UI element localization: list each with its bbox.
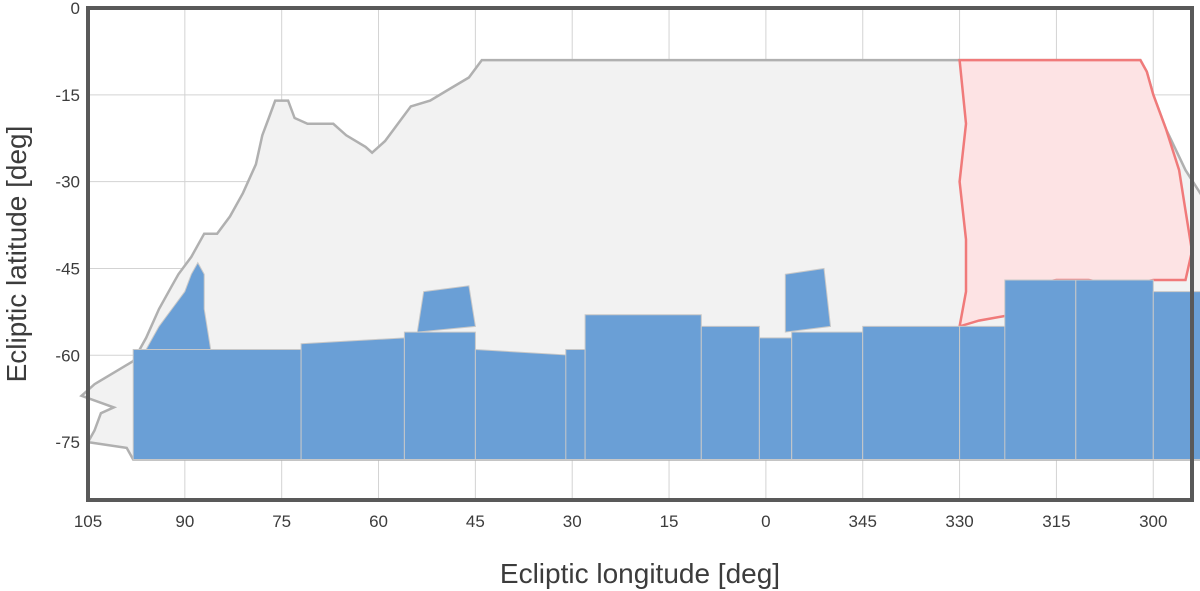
coverage-field (1004, 279, 1077, 460)
y-axis-title: Ecliptic latitude [deg] (1, 126, 32, 383)
y-tick-label: -60 (55, 346, 80, 365)
x-tick-label: 90 (175, 512, 194, 531)
coverage-field (791, 331, 864, 460)
y-tick-label: -15 (55, 86, 80, 105)
coverage-field (300, 337, 405, 460)
coverage-field (474, 348, 573, 460)
y-tick-label: -30 (55, 173, 80, 192)
x-tick-label: 300 (1139, 512, 1167, 531)
coverage-field (784, 267, 832, 333)
y-tick-label: -75 (55, 433, 80, 452)
coverage-field (1152, 291, 1200, 460)
x-tick-label: 345 (849, 512, 877, 531)
x-tick-label: 105 (74, 512, 102, 531)
coverage-field (1075, 279, 1154, 460)
x-tick-label: 315 (1042, 512, 1070, 531)
coverage-field (403, 331, 476, 460)
coverage-field (700, 325, 760, 460)
plot-frame (86, 6, 1194, 502)
x-tick-label: 75 (272, 512, 291, 531)
y-tick-labels: 0 -15 -30 -45 -60 -75 (55, 0, 80, 452)
x-tick-label: 30 (563, 512, 582, 531)
coverage-field (416, 285, 476, 333)
y-tick-label: -45 (55, 259, 80, 278)
x-tick-label: 60 (369, 512, 388, 531)
y-tick-label: 0 (71, 0, 80, 18)
x-tick-label: 15 (660, 512, 679, 531)
coverage-field (862, 325, 961, 460)
coverage-layer (132, 261, 1200, 460)
coverage-field (565, 349, 586, 460)
coverage-field (584, 314, 702, 460)
x-axis-title: Ecliptic longitude [deg] (500, 558, 780, 589)
coverage-field (145, 261, 212, 350)
x-tick-label: 45 (466, 512, 485, 531)
coverage-field (758, 337, 793, 460)
x-tick-labels: 1059075604530150345330315300285 (74, 512, 1168, 531)
coverage-field (132, 349, 302, 460)
x-tick-label: 330 (945, 512, 973, 531)
x-tick-label: 0 (761, 512, 770, 531)
